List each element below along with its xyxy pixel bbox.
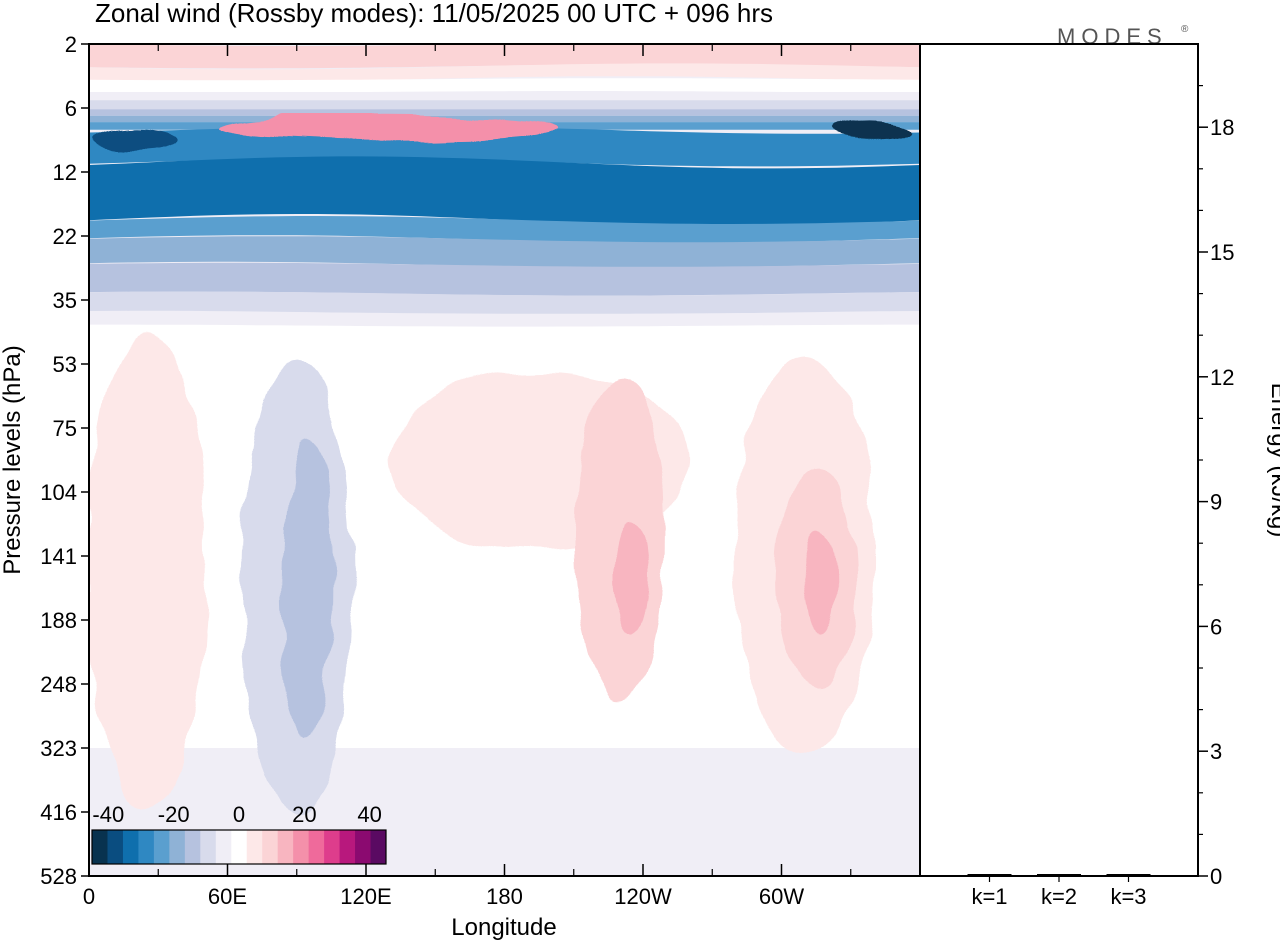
colorbar-frame (91, 829, 387, 865)
energy-bar-label: k=2 (1041, 884, 1077, 909)
colorbar-swatch (355, 830, 372, 864)
y-tick-label: 22 (53, 224, 77, 249)
y-tick-label: 2 (65, 32, 77, 57)
upper-band-13 (89, 291, 920, 315)
chart-title: Zonal wind (Rossby modes): 11/05/2025 00… (95, 0, 773, 28)
colorbar-swatch (184, 830, 201, 864)
upper-band-10 (89, 216, 920, 244)
westerly-core-60w (805, 526, 836, 637)
upper-band-14 (89, 311, 920, 327)
energy-bar (1037, 874, 1081, 876)
colorbar-swatch (370, 830, 387, 864)
energy-tick-label: 18 (1210, 115, 1234, 140)
upper-band-5 (89, 109, 920, 116)
energy-bars: k=1 k=2 k=3 (967, 874, 1151, 909)
energy-bar (1106, 874, 1151, 876)
colorbar-tick-label: 40 (357, 802, 381, 827)
colorbar: -40 -20 0 20 40 (91, 802, 387, 865)
colorbar-swatch (92, 830, 108, 864)
energy-bar (967, 874, 1012, 876)
colorbar-tick-label: -20 (158, 802, 190, 827)
logo-mark: ® (1181, 24, 1189, 35)
x-tick-label: 0 (83, 884, 95, 909)
westerly-plume-0 (89, 328, 207, 809)
stratospheric-westerly-max (219, 113, 560, 142)
colorbar-swatch (308, 830, 325, 864)
y-tick-label: 104 (40, 480, 77, 505)
y-tick-label: 35 (53, 288, 77, 313)
energy-axis-label: Energy (kJ/kg) (1266, 383, 1280, 538)
colorbar-swatch (107, 830, 124, 864)
y-tick-label: 75 (53, 416, 77, 441)
energy-tick-label: 3 (1210, 739, 1222, 764)
y-tick-label: 248 (40, 672, 77, 697)
colorbar-swatch (293, 830, 310, 864)
x-tick-label: 60W (759, 884, 804, 909)
colorbar-swatch (339, 830, 356, 864)
energy-tick-label: 12 (1210, 365, 1234, 390)
upper-band-2 (89, 78, 920, 93)
y-tick-label: 323 (40, 736, 77, 761)
colorbar-swatch (122, 830, 139, 864)
pressure-axis: 2 6 12 22 35 53 75 104 141 188 248 323 416 528 (40, 32, 89, 889)
upper-band-9 (89, 156, 920, 226)
colorbar-swatch (200, 830, 217, 864)
colorbar-swatch (262, 830, 279, 864)
energy-tick-label: 9 (1210, 490, 1222, 515)
colorbar-tick-label: 0 (233, 802, 245, 827)
zonal-wind-contour-field (89, 44, 920, 876)
y-tick-label: 141 (40, 544, 77, 569)
x-tick-label: 120W (614, 884, 672, 909)
colorbar-swatch (231, 830, 248, 864)
upper-band-12 (89, 262, 920, 296)
y-tick-label: 6 (65, 96, 77, 121)
y-tick-label: 416 (40, 800, 77, 825)
colorbar-swatch (138, 830, 155, 864)
longitude-axis: 0 60E 120E 180 120W 60W (83, 44, 852, 909)
colorbar-swatch (246, 830, 263, 864)
y-tick-label: 188 (40, 608, 77, 633)
field-features (89, 113, 914, 818)
westerly-core-120w (613, 520, 650, 631)
x-tick-label: 180 (486, 884, 523, 909)
upper-band-4 (89, 100, 920, 110)
energy-tick-label: 6 (1210, 614, 1222, 639)
y-tick-label: 53 (53, 352, 77, 377)
colorbar-swatch (153, 830, 170, 864)
x-axis-label: Longitude (451, 914, 556, 941)
upper-band-3 (89, 92, 920, 101)
upper-band-11 (89, 236, 920, 268)
x-tick-label: 60E (208, 884, 247, 909)
colorbar-swatch (215, 830, 232, 864)
energy-axis: 0 3 6 9 12 15 18 (1198, 84, 1234, 889)
y-axis-label: Pressure levels (hPa) (0, 345, 26, 574)
energy-tick-label: 15 (1210, 240, 1234, 265)
x-tick-label: 120E (340, 884, 391, 909)
upper-band-1 (89, 63, 920, 83)
energy-bar-label: k=1 (971, 884, 1007, 909)
energy-bar-label: k=3 (1110, 884, 1146, 909)
colorbar-swatch (277, 830, 294, 864)
colorbar-swatch (324, 830, 341, 864)
y-tick-label: 528 (40, 864, 77, 889)
jet-core-east (833, 120, 914, 141)
colorbar-tick-label: 20 (292, 802, 316, 827)
y-tick-label: 12 (53, 160, 77, 185)
energy-panel-frame (919, 43, 1199, 877)
colorbar-tick-label: -40 (92, 802, 124, 827)
colorbar-swatch (169, 830, 186, 864)
easterly-core-90e (283, 438, 334, 738)
energy-tick-label: 0 (1210, 864, 1222, 889)
jet-core-west (90, 124, 181, 149)
